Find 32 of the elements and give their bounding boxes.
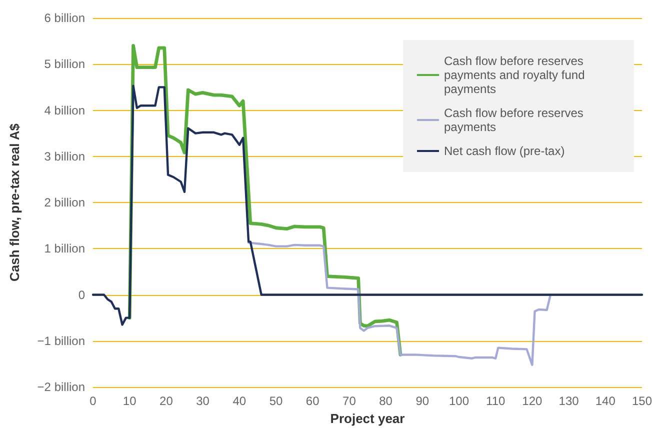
y-tick-label: 4 billion [44, 103, 85, 118]
y-tick-label: 0 [78, 288, 86, 302]
x-tick-label: 10 [122, 394, 137, 408]
x-tick-label: 60 [306, 394, 320, 408]
y-tick-label: 5 billion [44, 57, 85, 72]
legend-label: Net cash flow (pre-tax) [444, 144, 565, 158]
y-tick-label: 1 billion [44, 242, 85, 256]
y-tick-label: 3 billion [44, 149, 85, 164]
y-tick-label: 6 billion [44, 11, 85, 25]
y-tick-label: −2 billion [37, 380, 85, 394]
legend-label: Cash flow before reserves payments and royalty fund payments [444, 54, 588, 96]
x-axis-title: Project year [330, 410, 405, 426]
y-tick-label: −1 billion [37, 334, 85, 348]
x-tick-label: 70 [342, 394, 356, 408]
y-tick-label: 2 billion [44, 196, 85, 210]
x-tick-label: 0 [90, 394, 97, 408]
x-tick-label: 50 [269, 394, 283, 408]
x-tick-label: 80 [379, 394, 393, 408]
x-tick-label: 40 [232, 394, 246, 408]
line-series [247, 242, 552, 366]
x-tick-label: 30 [196, 394, 210, 408]
legend-label: Cash flow before reserves payments [444, 106, 587, 134]
x-tick-label: 140 [595, 394, 616, 408]
y-axis-title: Cash flow, pre-tax real A$ [7, 122, 22, 282]
x-tick-label: 100 [448, 394, 470, 408]
line-series [92, 84, 644, 326]
x-tick-label: 130 [558, 394, 580, 408]
x-tick-label: 120 [522, 394, 543, 408]
x-tick-label: 110 [486, 394, 506, 408]
x-tick-label: 20 [160, 394, 174, 408]
x-tick-label: 90 [416, 394, 430, 408]
x-tick-label: 150 [632, 394, 652, 408]
